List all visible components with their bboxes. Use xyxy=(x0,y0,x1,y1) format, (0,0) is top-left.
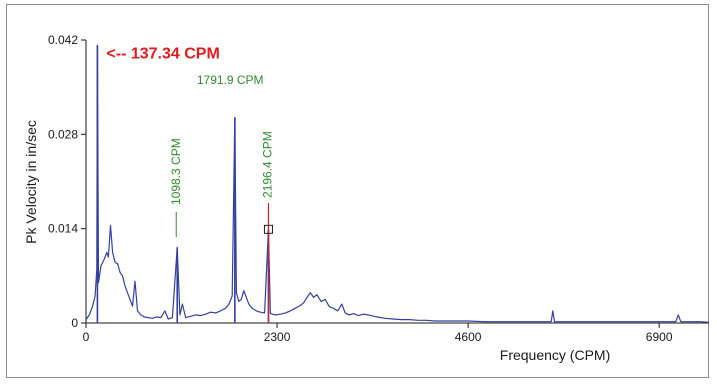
y-tick-label: 0.028 xyxy=(48,127,78,141)
x-tick-label: 0 xyxy=(83,330,90,344)
y-tick-label: 0.042 xyxy=(48,33,78,47)
y-tick-label: 0 xyxy=(71,316,78,330)
cursor-marker[interactable] xyxy=(263,224,273,234)
x-axis-title: Frequency (CPM) xyxy=(500,347,610,363)
x-ticks: 0 2300 4600 6900 xyxy=(83,323,673,344)
y-axis-title: Pk Velocity in in/sec xyxy=(23,120,39,244)
peak-137-label: <-- 137.34 CPM xyxy=(106,45,219,62)
series xyxy=(85,44,710,323)
x-tick-label: 6900 xyxy=(646,330,673,344)
peak-1791-label: 1791.9 CPM xyxy=(197,73,264,87)
y-ticks: 0 0.014 0.028 0.042 xyxy=(48,33,86,330)
peak-1098-label: 1098.3 CPM xyxy=(169,138,183,205)
annotations: <-- 137.34 CPM 1791.9 CPM 1098.3 CPM 219… xyxy=(106,45,274,323)
y-tick-label: 0.014 xyxy=(48,222,78,236)
axes xyxy=(85,40,709,324)
peak-2196-label: 2196.4 CPM xyxy=(260,131,274,198)
x-tick-label: 4600 xyxy=(455,330,482,344)
spectrum-line xyxy=(85,44,710,323)
x-tick-label: 2300 xyxy=(264,330,291,344)
